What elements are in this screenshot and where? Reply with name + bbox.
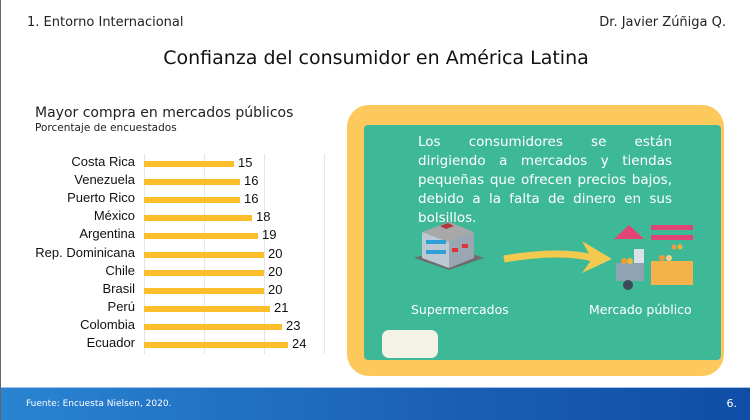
bar	[144, 287, 264, 294]
page-title: Confianza del consumidor en América Lati…	[163, 47, 589, 69]
bar	[144, 215, 252, 222]
bar-row: Chile 20	[1, 263, 341, 281]
category-label: Argentina	[79, 226, 135, 242]
source-note: Fuente: Encuesta Nielsen, 2020.	[26, 399, 172, 409]
category-label: Brasil	[102, 280, 135, 296]
bar-row: Rep. Dominicana 20	[1, 245, 341, 263]
supermarket-icon	[414, 222, 484, 270]
value-label: 21	[274, 299, 289, 315]
category-label: Perú	[107, 298, 135, 314]
market-stall-icon	[614, 225, 693, 290]
bar-row: Ecuador 24	[1, 335, 341, 353]
value-label: 23	[286, 317, 301, 333]
category-label: Venezuela	[74, 172, 135, 188]
category-label: Rep. Dominicana	[35, 244, 135, 260]
bar	[144, 233, 258, 240]
value-label: 16	[244, 191, 259, 207]
market-caption: Mercado público	[589, 302, 692, 317]
bar-row: Argentina 19	[1, 226, 341, 244]
bar	[144, 342, 288, 348]
chalkboard-eraser	[382, 330, 438, 358]
value-label: 19	[262, 227, 277, 243]
bar	[144, 323, 282, 330]
author-label: Dr. Javier Zúñiga Q.	[599, 15, 726, 30]
category-label: Chile	[105, 262, 135, 278]
chalkboard: Los consumidores se están dirigiendo a m…	[364, 125, 721, 360]
gridline	[264, 154, 265, 354]
chart-title: Mayor compra en mercados públicos	[35, 105, 294, 121]
arrow-icon	[503, 241, 612, 273]
bar	[144, 161, 234, 167]
value-label: 16	[244, 173, 259, 189]
bar-row: Colombia 23	[1, 317, 341, 335]
bar	[144, 251, 264, 258]
value-label: 20	[268, 263, 283, 279]
chalkboard-frame: Los consumidores se están dirigiendo a m…	[347, 105, 724, 376]
value-label: 20	[268, 281, 283, 297]
bar-row: Costa Rica 15	[1, 154, 341, 172]
value-label: 15	[238, 155, 253, 170]
bar-row: Perú 21	[1, 299, 341, 317]
section-label: 1. Entorno Internacional	[27, 15, 184, 30]
bar-row: Venezuela 16	[1, 172, 341, 190]
gridline	[324, 154, 325, 354]
category-label: México	[93, 208, 135, 224]
supermarket-caption: Supermercados	[411, 302, 509, 317]
bar-row: México 18	[1, 208, 341, 226]
bar-row: Puerto Rico 16	[1, 190, 341, 208]
bar	[144, 305, 270, 312]
panel-message: Los consumidores se están dirigiendo a m…	[418, 134, 672, 226]
category-label: Puerto Rico	[67, 190, 135, 206]
footer-bar: Fuente: Encuesta Nielsen, 2020. 6.	[1, 387, 750, 420]
category-label: Colombia	[80, 316, 135, 332]
value-label: 24	[292, 336, 307, 351]
page-number: 6.	[726, 397, 738, 410]
chart-subtitle: Porcentaje de encuestados	[35, 122, 177, 134]
bar-chart: Costa Rica 15 Venezuela 16 Puerto Rico 16 Méxi…	[1, 150, 341, 360]
bar-row: Brasil 20	[1, 281, 341, 299]
value-label: 20	[268, 245, 283, 261]
bar	[144, 197, 240, 204]
value-label: 18	[256, 209, 271, 225]
category-label: Ecuador	[86, 335, 135, 350]
bar	[144, 269, 264, 276]
category-label: Costa Rica	[71, 154, 135, 169]
bar	[144, 179, 240, 186]
